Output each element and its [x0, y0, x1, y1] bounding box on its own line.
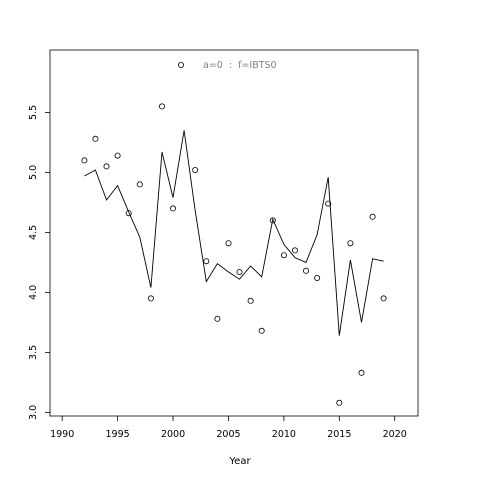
data-point [92, 135, 99, 142]
legend-label: a=0 : f=IBTS0 [203, 60, 277, 71]
data-point [369, 213, 376, 220]
y-axis: 3.0 3.5 4.0 4.5 5.0 5.5 [28, 105, 50, 420]
x-tick-label: 2010 [272, 429, 296, 440]
data-point [380, 295, 387, 302]
data-point [192, 166, 199, 173]
data-point [225, 240, 232, 247]
x-tick-label: 2005 [216, 429, 240, 440]
data-point [158, 103, 165, 110]
data-point [291, 247, 298, 254]
y-tick-label: 3.5 [28, 345, 39, 360]
data-point [302, 267, 309, 274]
data-point [280, 252, 287, 259]
x-axis: 1990 1995 2000 2005 2010 2015 2020 [50, 416, 407, 440]
data-point [125, 210, 132, 217]
data-point [258, 327, 265, 334]
x-tick-label: 2020 [383, 429, 407, 440]
series-layer [81, 103, 387, 406]
x-tick-label: 1990 [50, 429, 74, 440]
data-point [336, 399, 343, 406]
data-point [114, 152, 121, 159]
data-point [358, 369, 365, 376]
data-point [347, 240, 354, 247]
x-tick-label: 2000 [161, 429, 185, 440]
x-axis-title: Year [228, 456, 251, 467]
data-point [103, 163, 110, 170]
data-point [214, 315, 221, 322]
data-point [269, 217, 276, 224]
data-point [203, 258, 210, 265]
data-point [236, 268, 243, 275]
data-point [81, 157, 88, 164]
data-point [136, 181, 143, 188]
data-point [314, 274, 321, 281]
data-point [247, 297, 254, 304]
x-tick-label: 2015 [327, 429, 351, 440]
data-point [147, 295, 154, 302]
x-tick-label: 1995 [106, 429, 130, 440]
legend: a=0 : f=IBTS0 [177, 60, 277, 71]
legend-marker [177, 62, 184, 69]
y-tick-label: 4.5 [28, 225, 39, 240]
y-tick-label: 5.0 [28, 165, 39, 180]
data-point [325, 200, 332, 207]
y-tick-label: 5.5 [28, 105, 39, 120]
y-tick-label: 4.0 [28, 285, 39, 300]
plot-frame [49, 49, 419, 417]
series-line [84, 130, 384, 336]
y-tick-label: 3.0 [28, 405, 39, 420]
data-point [169, 205, 176, 212]
